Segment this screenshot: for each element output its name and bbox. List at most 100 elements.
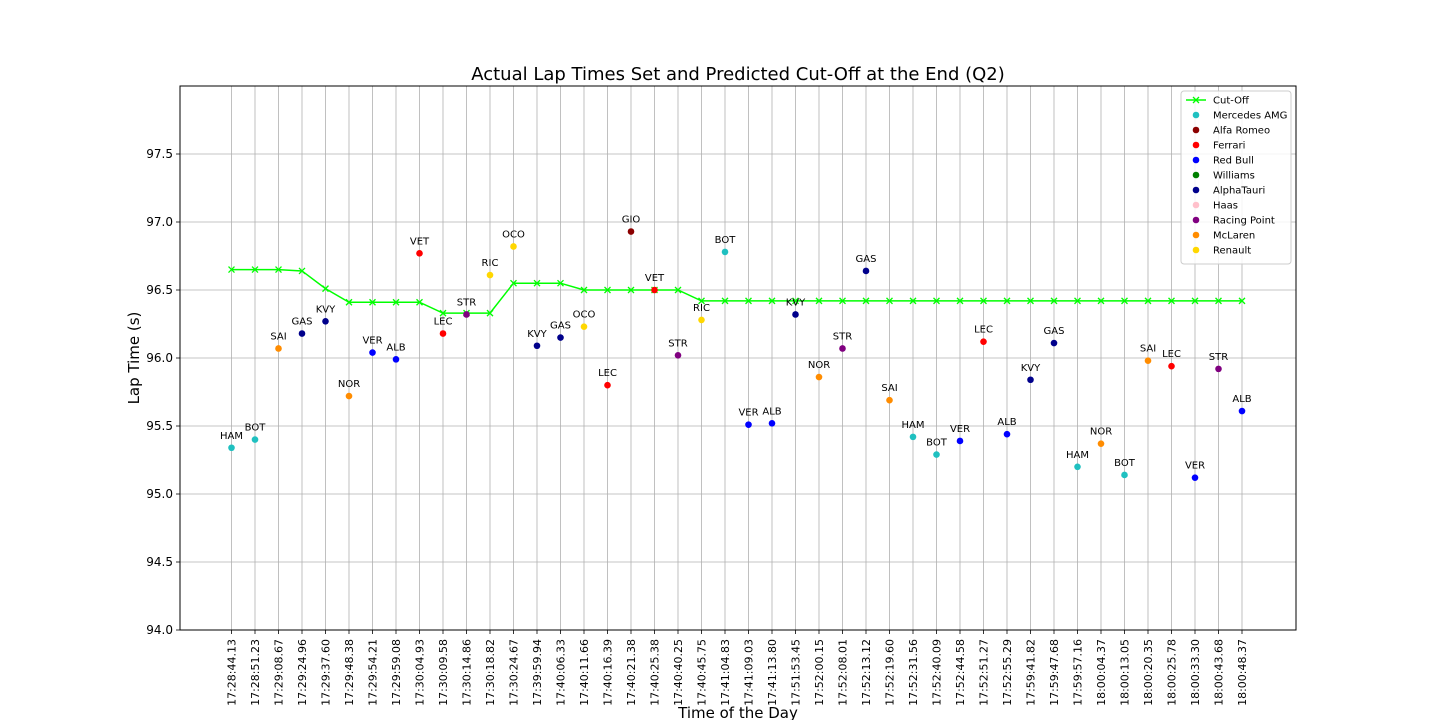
legend-team-marker [1192,111,1200,119]
cutoff-marker [510,279,517,287]
point-label: SAI [270,331,286,342]
lap-point [839,345,846,352]
x-tick-label: 17:52:44.58 [954,639,967,706]
y-tick-label: 96.0 [146,351,173,365]
cutoff-marker [1074,297,1081,305]
legend-team-marker [1192,231,1200,239]
point-label: STR [457,297,476,308]
x-axis-label: Time of the Day [677,704,798,720]
y-tick-label: 94.0 [146,623,173,637]
lap-point [1238,407,1246,415]
lap-point [439,330,447,337]
x-tick-label: 17:40:21.38 [625,639,638,706]
point-label: VER [1185,461,1205,472]
lap-point [369,349,376,356]
legend-team-marker [1192,126,1200,134]
cutoff-marker [392,298,400,306]
x-tick-label: 17:52:31.56 [907,639,920,706]
x-tick-label: 17:59:47.68 [1048,639,1061,706]
cutoff-marker [956,297,964,305]
cutoff-marker [1168,297,1175,305]
lap-point [1121,471,1128,479]
cutoff-marker [1027,297,1034,305]
x-tick-label: 17:52:19.60 [884,639,897,706]
x-tick-label: 17:40:06.33 [555,639,568,706]
cutoff-marker [298,267,306,275]
legend-team-label: Renault [1213,246,1251,257]
lap-point [580,323,588,331]
cutoff-marker [1097,297,1105,305]
point-label: VER [362,336,382,347]
cutoff-marker [416,298,423,306]
plot-frame [179,85,1297,631]
cutoff-marker [1050,297,1058,305]
legend-team-label: Ferrari [1213,141,1245,152]
x-tick-label: 17:51:53.45 [790,639,803,706]
x-tick-label: 17:30:18.82 [484,639,497,706]
x-tick-label: 17:59:41.82 [1025,639,1038,706]
point-label: LEC [598,368,617,379]
lap-point [1074,463,1081,471]
point-label: STR [668,338,687,349]
cutoff-marker [439,309,447,317]
x-tick-label: 18:00:13.05 [1119,639,1132,706]
lap-point [604,381,611,389]
lap-point [698,316,705,324]
lap-point [1168,362,1175,370]
x-tick-label: 17:28:44.13 [226,639,239,706]
legend-team-label: Mercedes AMG [1213,111,1287,122]
x-tick-label: 18:00:25.78 [1166,639,1179,706]
lap-point [1050,339,1058,347]
point-label: GAS [550,321,571,332]
x-tick-label: 17:52:08.01 [837,639,850,706]
point-label: RIC [693,303,710,314]
legend-cutoff-label: Cut-Off [1213,96,1250,107]
legend-team-marker [1192,141,1200,149]
lap-point [322,317,329,325]
lap-point [1097,440,1105,447]
cutoff-marker [345,298,353,306]
lap-point [345,392,353,400]
point-label: NOR [808,360,830,371]
lap-point [1144,357,1152,365]
point-label: KVY [316,304,336,315]
x-tick-label: 17:52:40.09 [931,639,944,706]
point-label: GAS [856,254,877,265]
lap-point [228,444,235,452]
lap-point [416,249,423,257]
legend-team-label: Alfa Romeo [1213,126,1270,137]
lap-point [486,271,494,279]
x-tick-label: 17:52:00.15 [813,639,826,706]
point-label: VER [738,408,758,419]
lap-point [956,437,964,445]
point-label: BOT [1114,458,1136,469]
legend-team-label: Williams [1213,171,1255,182]
lap-point [745,421,752,428]
x-tick-label: 17:29:37.60 [320,639,333,706]
point-label: HAM [1066,450,1089,461]
point-label: HAM [220,431,243,442]
x-tick-label: 17:52:13.12 [860,639,873,706]
point-label: LEC [974,325,993,336]
lap-point [251,436,259,443]
point-label: VER [950,424,970,435]
x-tick-label: 17:41:04.83 [719,639,732,706]
legend-team-marker [1192,186,1200,194]
lap-point [792,311,799,318]
x-tick-label: 17:30:04.93 [414,639,427,706]
y-tick-label: 97.0 [146,215,173,229]
point-label: SAI [881,383,897,394]
lap-point [768,419,776,427]
cutoff-marker [792,297,799,305]
legend: Cut-Off Mercedes AMG Alfa Romeo Ferrari Red … [1180,90,1292,265]
chart-title: Actual Lap Times Set and Predicted Cut-O… [471,64,1005,85]
point-label: RIC [482,258,499,269]
lap-point [674,351,682,359]
point-label: BOT [926,438,948,449]
y-tick-label: 95.0 [146,487,173,501]
x-tick-label: 17:29:54.21 [367,639,380,706]
lap-point [721,248,729,256]
x-tick-label: 18:00:43.68 [1213,639,1226,706]
lap-point [886,396,893,404]
